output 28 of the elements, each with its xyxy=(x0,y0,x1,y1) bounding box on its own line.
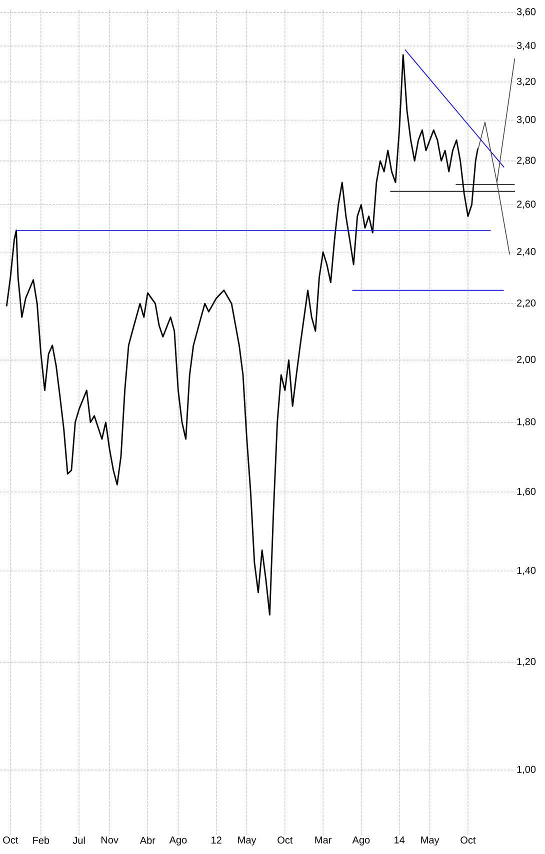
y-tick-label: 3,60 xyxy=(516,8,536,16)
y-tick-label: 1,20 xyxy=(517,658,536,666)
x-tick-label: Ago xyxy=(352,836,370,846)
x-tick-label: May xyxy=(238,836,256,846)
y-tick-label: 2,80 xyxy=(517,156,536,166)
x-tick-label: Feb xyxy=(33,836,50,844)
y-tick-label: 3,40 xyxy=(516,42,536,50)
y-tick-label: 2,40 xyxy=(517,248,536,256)
x-tick-label: Jul xyxy=(72,836,85,844)
x-tick-label: Abr xyxy=(140,836,156,844)
y-tick-label: 3,00 xyxy=(516,116,536,124)
y-tick-label: 2,60 xyxy=(517,200,536,209)
y-tick-label: 1,40 xyxy=(517,566,536,576)
x-tick-label: Oct xyxy=(460,836,476,844)
x-tick-label: 14 xyxy=(394,836,405,844)
x-tick-label: Nov xyxy=(101,836,118,844)
x-tick-label: Mar xyxy=(315,836,332,844)
y-tick-label: 1,60 xyxy=(517,488,536,496)
y-tick-label: 1,00 xyxy=(517,766,536,774)
x-tick-label: May xyxy=(421,836,440,846)
x-tick-label: 12 xyxy=(212,836,222,844)
x-tick-label: Oct xyxy=(278,836,293,844)
y-tick-label: 1,80 xyxy=(517,418,536,426)
y-tick-label: 3,20 xyxy=(516,78,536,86)
x-tick-label: Oct xyxy=(3,836,18,844)
y-tick-label: 2,20 xyxy=(517,299,536,308)
x-tick-label: Ago xyxy=(169,836,187,846)
y-tick-label: 2,00 xyxy=(517,356,536,364)
